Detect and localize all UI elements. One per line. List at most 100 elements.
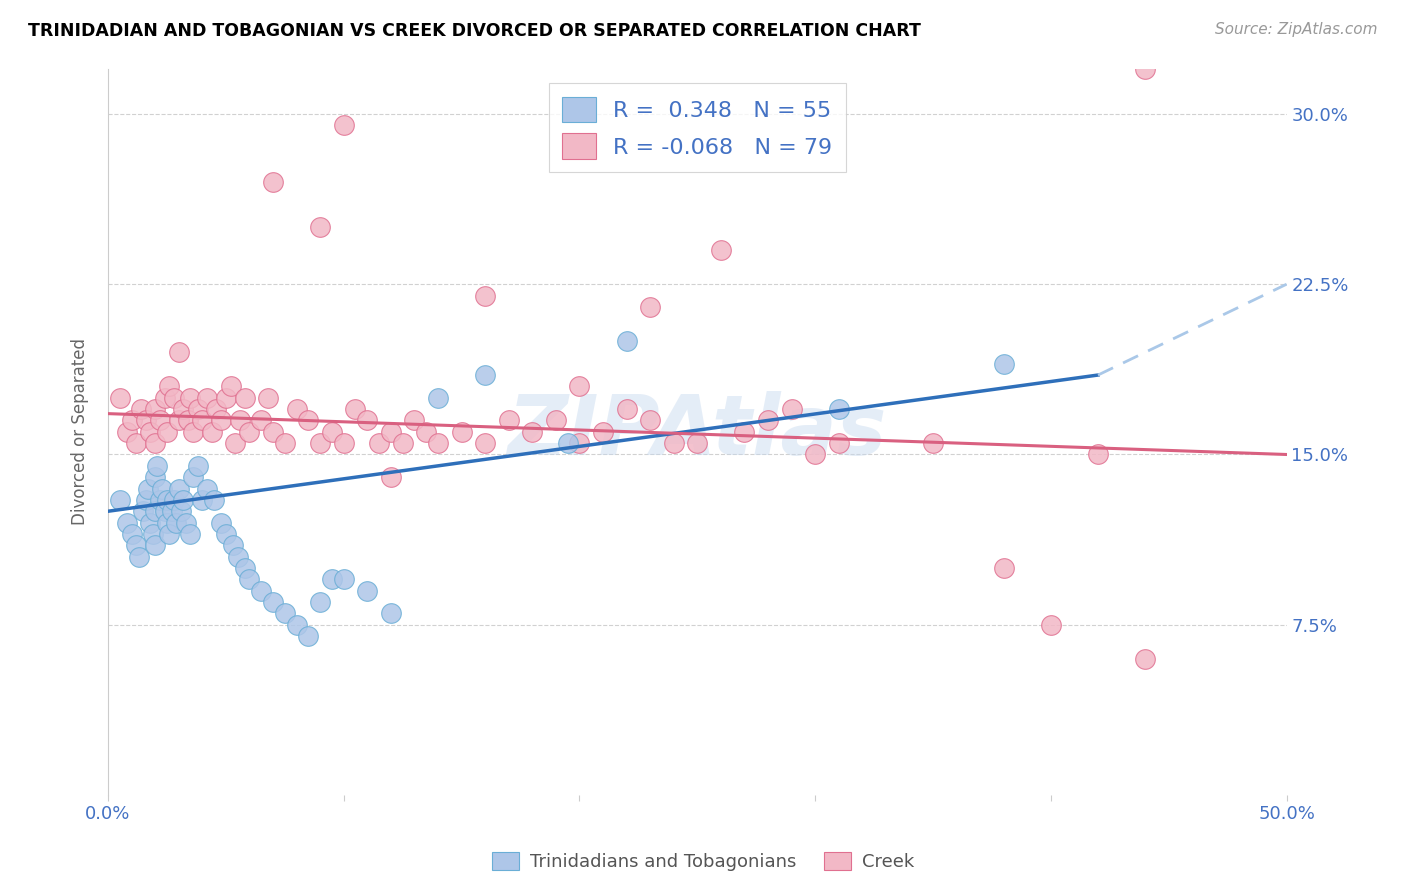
- Point: [427, 391, 450, 405]
- Point: [309, 436, 332, 450]
- Point: [170, 504, 193, 518]
- Point: [262, 425, 284, 439]
- Point: [143, 470, 166, 484]
- Point: [156, 516, 179, 530]
- Point: [332, 118, 354, 132]
- Point: [179, 391, 201, 405]
- Point: [450, 425, 472, 439]
- Point: [616, 334, 638, 348]
- Point: [686, 436, 709, 450]
- Point: [187, 458, 209, 473]
- Point: [172, 492, 194, 507]
- Point: [143, 504, 166, 518]
- Point: [121, 413, 143, 427]
- Legend: Trinidadians and Tobagonians, Creek: Trinidadians and Tobagonians, Creek: [485, 845, 921, 879]
- Point: [125, 436, 148, 450]
- Point: [638, 413, 661, 427]
- Point: [1133, 62, 1156, 76]
- Point: [544, 413, 567, 427]
- Point: [191, 492, 214, 507]
- Point: [474, 436, 496, 450]
- Point: [415, 425, 437, 439]
- Point: [181, 425, 204, 439]
- Point: [167, 413, 190, 427]
- Point: [274, 436, 297, 450]
- Point: [174, 516, 197, 530]
- Point: [108, 492, 131, 507]
- Point: [191, 413, 214, 427]
- Point: [139, 516, 162, 530]
- Point: [128, 549, 150, 564]
- Point: [163, 391, 186, 405]
- Point: [142, 527, 165, 541]
- Point: [150, 482, 173, 496]
- Point: [146, 458, 169, 473]
- Point: [828, 402, 851, 417]
- Point: [804, 448, 827, 462]
- Point: [195, 391, 218, 405]
- Point: [149, 492, 172, 507]
- Point: [380, 470, 402, 484]
- Point: [156, 425, 179, 439]
- Point: [250, 583, 273, 598]
- Point: [238, 425, 260, 439]
- Point: [219, 379, 242, 393]
- Point: [498, 413, 520, 427]
- Point: [710, 243, 733, 257]
- Point: [1087, 448, 1109, 462]
- Point: [321, 425, 343, 439]
- Point: [160, 504, 183, 518]
- Point: [332, 573, 354, 587]
- Point: [156, 492, 179, 507]
- Point: [993, 561, 1015, 575]
- Point: [149, 413, 172, 427]
- Point: [167, 345, 190, 359]
- Point: [201, 425, 224, 439]
- Point: [195, 482, 218, 496]
- Point: [139, 425, 162, 439]
- Point: [135, 413, 157, 427]
- Point: [125, 538, 148, 552]
- Point: [309, 220, 332, 235]
- Point: [368, 436, 391, 450]
- Point: [215, 391, 238, 405]
- Point: [474, 288, 496, 302]
- Point: [209, 413, 232, 427]
- Point: [321, 573, 343, 587]
- Point: [297, 413, 319, 427]
- Point: [332, 436, 354, 450]
- Point: [157, 527, 180, 541]
- Point: [257, 391, 280, 405]
- Text: TRINIDADIAN AND TOBAGONIAN VS CREEK DIVORCED OR SEPARATED CORRELATION CHART: TRINIDADIAN AND TOBAGONIAN VS CREEK DIVO…: [28, 22, 921, 40]
- Point: [226, 549, 249, 564]
- Point: [568, 379, 591, 393]
- Point: [187, 402, 209, 417]
- Point: [592, 425, 614, 439]
- Point: [233, 561, 256, 575]
- Point: [344, 402, 367, 417]
- Point: [229, 413, 252, 427]
- Point: [121, 527, 143, 541]
- Point: [224, 436, 246, 450]
- Point: [391, 436, 413, 450]
- Point: [209, 516, 232, 530]
- Y-axis label: Divorced or Separated: Divorced or Separated: [72, 338, 89, 525]
- Point: [474, 368, 496, 382]
- Point: [662, 436, 685, 450]
- Point: [167, 482, 190, 496]
- Point: [380, 607, 402, 621]
- Point: [215, 527, 238, 541]
- Point: [132, 504, 155, 518]
- Point: [163, 492, 186, 507]
- Point: [172, 402, 194, 417]
- Point: [143, 436, 166, 450]
- Point: [262, 175, 284, 189]
- Point: [356, 583, 378, 598]
- Point: [177, 413, 200, 427]
- Point: [922, 436, 945, 450]
- Point: [1133, 652, 1156, 666]
- Point: [993, 357, 1015, 371]
- Point: [205, 402, 228, 417]
- Point: [568, 436, 591, 450]
- Point: [262, 595, 284, 609]
